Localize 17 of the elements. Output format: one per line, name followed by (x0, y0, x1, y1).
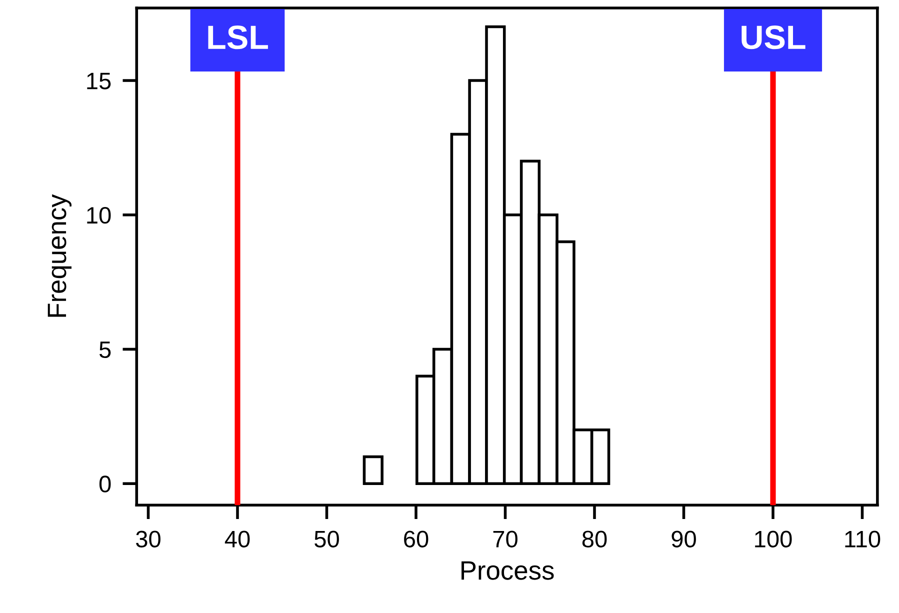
x-tick-label: 110 (845, 530, 880, 548)
x-tick-label: 30 (136, 530, 160, 548)
x-axis-title: Process (462, 561, 554, 580)
x-tick-label: 70 (493, 530, 518, 548)
y-tick-label: 0 (99, 476, 111, 492)
ref-line-label: LSL (208, 26, 268, 50)
x-tick-label: 90 (672, 530, 696, 548)
x-tick-label: 100 (755, 530, 792, 548)
y-tick-label: 5 (99, 342, 111, 358)
y-tick-label: 10 (87, 206, 111, 224)
x-tick-label: 60 (404, 530, 428, 548)
y-axis-title: Frequency (48, 194, 72, 317)
ref-line-label: USL (742, 26, 806, 50)
y-tick-label: 15 (87, 72, 111, 90)
x-tick-label: 40 (224, 530, 250, 548)
x-tick-label: 50 (314, 530, 339, 548)
x-tick-label: 80 (582, 530, 607, 548)
